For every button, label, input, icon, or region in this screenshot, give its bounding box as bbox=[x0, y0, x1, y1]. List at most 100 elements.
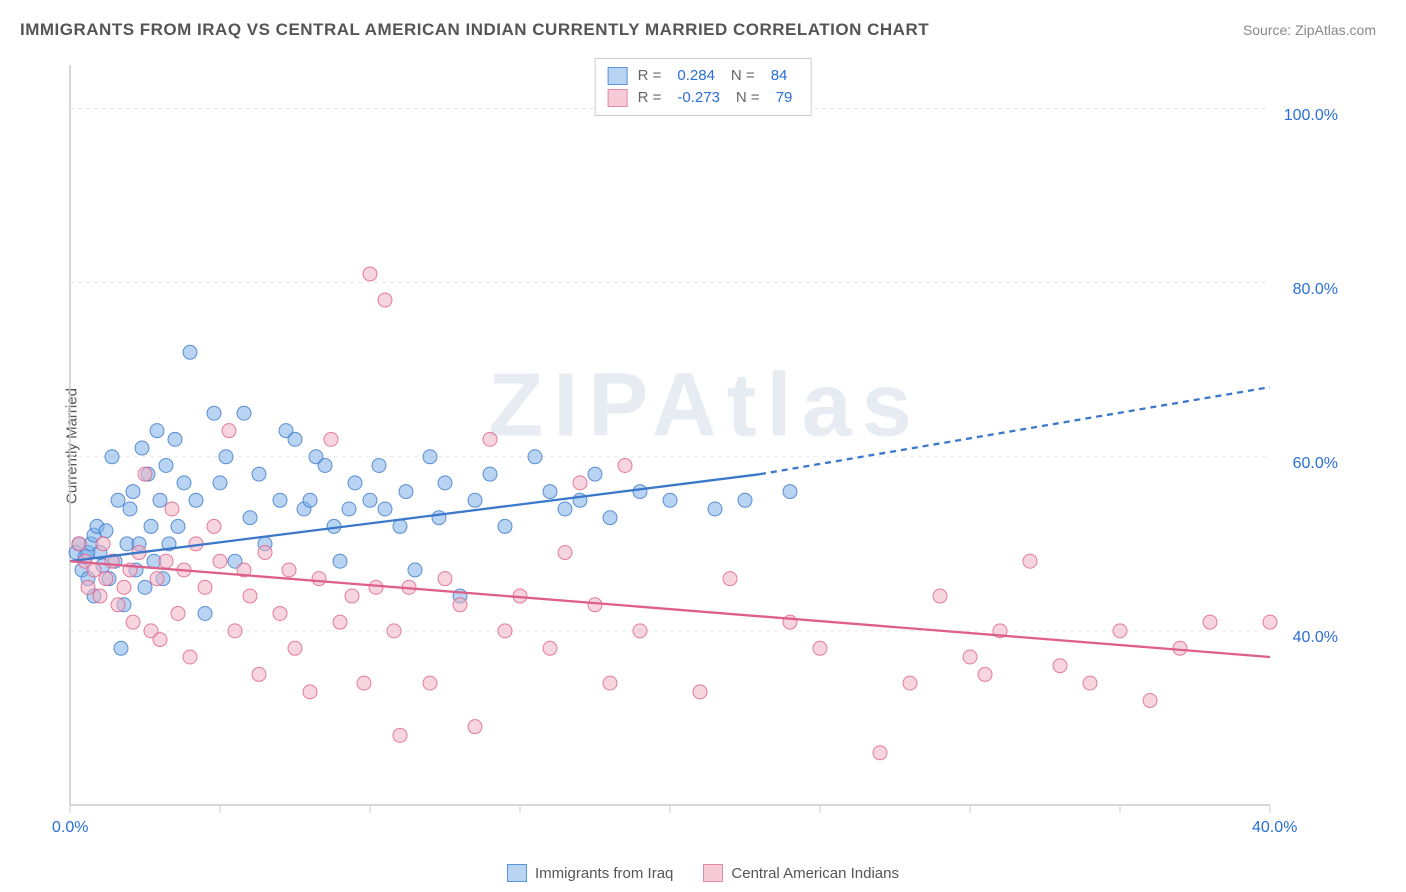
legend-swatch-icon bbox=[703, 864, 723, 882]
scatter-svg bbox=[60, 55, 1350, 835]
scatter-point bbox=[138, 580, 152, 594]
scatter-point bbox=[603, 676, 617, 690]
scatter-point bbox=[1263, 615, 1277, 629]
scatter-point bbox=[213, 554, 227, 568]
scatter-point bbox=[126, 615, 140, 629]
n-label: N = bbox=[736, 87, 760, 109]
scatter-point bbox=[243, 589, 257, 603]
scatter-point bbox=[873, 746, 887, 760]
scatter-point bbox=[708, 502, 722, 516]
scatter-point bbox=[159, 554, 173, 568]
scatter-point bbox=[207, 406, 221, 420]
series-legend-item: Immigrants from Iraq bbox=[507, 864, 673, 882]
series-legend-item: Central American Indians bbox=[703, 864, 899, 882]
scatter-point bbox=[783, 485, 797, 499]
scatter-point bbox=[399, 485, 413, 499]
scatter-point bbox=[171, 519, 185, 533]
scatter-point bbox=[318, 458, 332, 472]
scatter-point bbox=[144, 519, 158, 533]
n-label: N = bbox=[731, 65, 755, 87]
r-label: R = bbox=[638, 87, 662, 109]
scatter-point bbox=[543, 485, 557, 499]
legend-swatch-icon bbox=[608, 89, 628, 107]
series-legend-label: Central American Indians bbox=[731, 865, 899, 882]
scatter-point bbox=[738, 493, 752, 507]
scatter-point bbox=[183, 650, 197, 664]
scatter-point bbox=[1143, 694, 1157, 708]
scatter-point bbox=[903, 676, 917, 690]
scatter-point bbox=[483, 467, 497, 481]
scatter-point bbox=[498, 624, 512, 638]
scatter-point bbox=[408, 563, 422, 577]
scatter-point bbox=[558, 546, 572, 560]
scatter-point bbox=[1053, 659, 1067, 673]
scatter-point bbox=[117, 580, 131, 594]
scatter-point bbox=[273, 606, 287, 620]
scatter-point bbox=[273, 493, 287, 507]
scatter-point bbox=[543, 641, 557, 655]
scatter-point bbox=[345, 589, 359, 603]
scatter-point bbox=[438, 572, 452, 586]
scatter-point bbox=[483, 432, 497, 446]
y-tick-label: 100.0% bbox=[1284, 107, 1338, 125]
scatter-point bbox=[150, 424, 164, 438]
r-label: R = bbox=[638, 65, 662, 87]
source-name: ZipAtlas.com bbox=[1295, 22, 1376, 38]
scatter-point bbox=[105, 450, 119, 464]
scatter-point bbox=[159, 458, 173, 472]
scatter-point bbox=[378, 502, 392, 516]
scatter-point bbox=[324, 432, 338, 446]
scatter-point bbox=[393, 728, 407, 742]
scatter-point bbox=[618, 458, 632, 472]
scatter-point bbox=[252, 467, 266, 481]
scatter-point bbox=[219, 450, 233, 464]
stats-legend: R =0.284N =84R = -0.273 N = 79 bbox=[595, 58, 812, 116]
scatter-point bbox=[369, 580, 383, 594]
stats-legend-row: R =0.284N =84 bbox=[608, 65, 799, 87]
scatter-point bbox=[126, 485, 140, 499]
scatter-point bbox=[357, 676, 371, 690]
scatter-point bbox=[168, 432, 182, 446]
scatter-point bbox=[153, 493, 167, 507]
scatter-point bbox=[963, 650, 977, 664]
scatter-point bbox=[312, 572, 326, 586]
scatter-point bbox=[258, 546, 272, 560]
scatter-point bbox=[111, 493, 125, 507]
scatter-point bbox=[237, 406, 251, 420]
legend-swatch-icon bbox=[608, 67, 628, 85]
scatter-point bbox=[96, 537, 110, 551]
scatter-point bbox=[87, 563, 101, 577]
scatter-point bbox=[222, 424, 236, 438]
scatter-point bbox=[438, 476, 452, 490]
scatter-point bbox=[198, 580, 212, 594]
scatter-point bbox=[363, 267, 377, 281]
scatter-point bbox=[978, 667, 992, 681]
plot-area: ZIPAtlas 40.0%60.0%80.0%100.0%0.0%40.0% bbox=[60, 55, 1350, 835]
scatter-point bbox=[342, 502, 356, 516]
scatter-point bbox=[633, 624, 647, 638]
stats-legend-row: R = -0.273 N = 79 bbox=[608, 87, 799, 109]
scatter-point bbox=[177, 476, 191, 490]
y-tick-label: 60.0% bbox=[1293, 455, 1338, 473]
scatter-point bbox=[99, 524, 113, 538]
x-tick-label: 0.0% bbox=[52, 819, 88, 837]
series-legend: Immigrants from Iraq Central American Ind… bbox=[507, 864, 899, 882]
n-value: 79 bbox=[776, 87, 793, 109]
scatter-point bbox=[333, 554, 347, 568]
scatter-point bbox=[1203, 615, 1217, 629]
scatter-point bbox=[282, 563, 296, 577]
source-label: Source: ZipAtlas.com bbox=[1243, 22, 1376, 38]
scatter-point bbox=[693, 685, 707, 699]
r-value: -0.273 bbox=[677, 87, 720, 109]
scatter-point bbox=[603, 511, 617, 525]
scatter-point bbox=[372, 458, 386, 472]
scatter-point bbox=[171, 606, 185, 620]
scatter-point bbox=[663, 493, 677, 507]
scatter-point bbox=[558, 502, 572, 516]
scatter-point bbox=[165, 502, 179, 516]
scatter-point bbox=[588, 467, 602, 481]
chart-title: IMMIGRANTS FROM IRAQ VS CENTRAL AMERICAN… bbox=[20, 20, 929, 40]
legend-swatch-icon bbox=[507, 864, 527, 882]
scatter-point bbox=[363, 493, 377, 507]
scatter-point bbox=[150, 572, 164, 586]
